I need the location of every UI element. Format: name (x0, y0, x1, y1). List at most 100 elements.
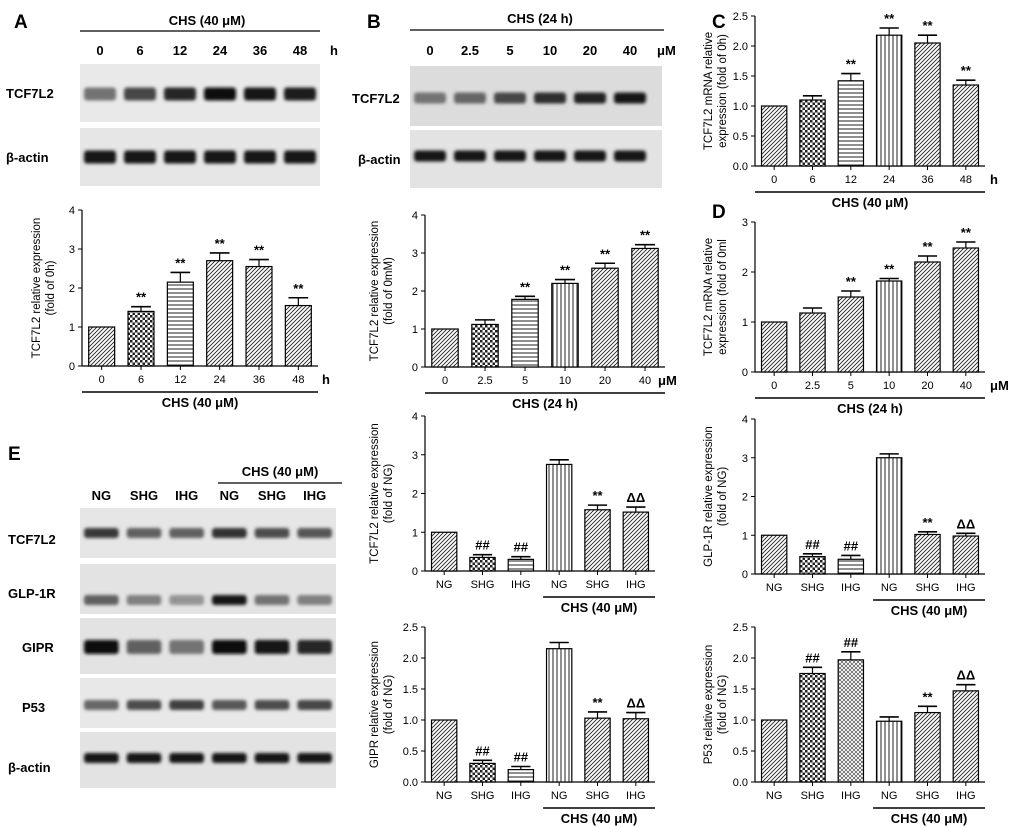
chart-e-glp1r: 0 1 2 3 4 GLP-1R relative expression (fold of … (703, 414, 985, 618)
bar (914, 261, 941, 373)
blot-b-actin-band (614, 150, 646, 162)
y-tick-label: 2.5 (733, 622, 748, 634)
x-tick-label: 24 (883, 174, 895, 186)
x-tick-label: 24 (214, 374, 226, 386)
y-tick-label: 4 (412, 210, 418, 222)
blot-e-1-band (126, 595, 162, 605)
group-label: CHS (40 μM) (162, 395, 239, 410)
chart-c: 0.0 0.5 1.0 1.5 2.0 2.5 TCF7L2 mRNA relative ex… (703, 11, 998, 210)
y-tick-label: 1.5 (733, 71, 748, 83)
blot-a-actin-membrane (80, 128, 320, 186)
chart-e-tcf7l2: 0 1 2 3 4 TCF7L2 relative expression (fold of … (369, 411, 655, 615)
bar (952, 247, 980, 373)
y-axis-label-line2: (fold of NG) (383, 675, 395, 735)
y-tick-label: 0.5 (733, 131, 748, 143)
y-tick-label: 3 (742, 217, 748, 229)
blot-e-1-band (84, 595, 119, 605)
significance-label: ** (592, 488, 603, 503)
y-tick-label: 2.0 (733, 41, 748, 53)
bar (591, 267, 619, 368)
blot-panel-b: CHS (24 h) 0 2.5 5 10 20 40 μM TCF7L2 β-actin (352, 11, 676, 188)
bar (88, 326, 116, 367)
x-tick-label: NG (881, 582, 898, 594)
significance-label: ** (846, 57, 857, 72)
y-tick-label: 0 (69, 361, 75, 373)
blot-e-actin-membrane (80, 732, 336, 788)
y-tick-label: 3 (412, 248, 418, 260)
significance-label: ** (592, 695, 603, 710)
group-label: CHS (24 h) (837, 401, 903, 416)
bar (799, 99, 826, 167)
x-tick-label: 10 (883, 380, 895, 392)
bar (245, 265, 273, 367)
x-unit-label: h (990, 172, 998, 187)
panel-letter-e: E (8, 444, 21, 465)
bar (760, 321, 788, 373)
significance-label: ** (922, 689, 933, 704)
blot-e-glp1r-membrane (80, 564, 336, 614)
blot-e-2-band (212, 640, 247, 654)
blot-e-4-band (84, 753, 119, 763)
blot-e-2-band (169, 640, 204, 654)
panel-letter-d: D (712, 202, 726, 223)
y-tick-label: 0 (742, 569, 748, 581)
blot-a-actin-band (204, 150, 236, 164)
y-axis-label-line2: (fold of 0h) (45, 260, 57, 315)
bar (622, 511, 650, 572)
blot-e-3-band (169, 700, 204, 710)
significance-label: ΔΔ (956, 516, 975, 531)
blot-a-actin-band (124, 150, 156, 164)
blot-b-tcf7l2-band (454, 92, 486, 104)
x-tick-label: SHG (471, 790, 495, 802)
y-tick-label: 3 (412, 450, 418, 462)
y-tick-label: 0.0 (733, 777, 748, 789)
blot-e-4-band (254, 753, 290, 763)
bar (471, 323, 499, 368)
group-label: CHS (40 μM) (561, 811, 638, 826)
bar (206, 260, 234, 367)
panel-letter-b: B (367, 12, 381, 33)
x-tick-label: 20 (921, 380, 933, 392)
blot-e-3-band (126, 700, 162, 710)
y-tick-label: 3 (69, 244, 75, 256)
blot-e-4-band (212, 753, 247, 763)
x-tick-label: NG (551, 790, 568, 802)
blot-b-lane-label: 20 (583, 43, 597, 58)
y-axis-label: TCF7L2 mRNA relative (703, 238, 715, 356)
bar (430, 531, 458, 572)
y-tick-label: 0 (412, 362, 418, 374)
bar (952, 535, 980, 575)
blot-a-lane-label: 36 (253, 43, 267, 58)
y-axis-label: TCF7L2 relative expression (369, 423, 381, 564)
x-tick-label: 48 (292, 374, 304, 386)
y-tick-label: 1 (742, 530, 748, 542)
y-tick-label: 3 (742, 453, 748, 465)
y-tick-label: 0.5 (733, 746, 748, 758)
significance-label: ## (805, 650, 820, 665)
blot-a-lane-label: 12 (173, 43, 187, 58)
blot-b-label-actin: β-actin (358, 152, 401, 167)
y-axis-label: TCF7L2 relative expression (31, 218, 43, 359)
x-tick-label: IHG (626, 790, 646, 802)
significance-label: ** (175, 255, 186, 270)
blot-e-lane-label: IHG (175, 488, 198, 503)
blot-b-lane-label: 40 (623, 43, 637, 58)
blot-e-4-band (169, 753, 204, 763)
significance-label: ## (475, 743, 490, 758)
x-tick-label: 12 (845, 174, 857, 186)
significance-label: ** (922, 239, 933, 254)
x-tick-label: SHG (586, 790, 610, 802)
x-tick-label: 40 (960, 380, 972, 392)
bar (952, 690, 980, 783)
blot-a-tcf7l2-band (204, 87, 236, 101)
y-tick-label: 1 (412, 527, 418, 539)
bar (875, 720, 903, 783)
blot-a-lane-label: 6 (136, 43, 143, 58)
bar (875, 280, 903, 373)
significance-label: ** (293, 281, 304, 296)
y-tick-label: 1.0 (733, 715, 748, 727)
blot-panel-a: CHS (40 μM) 0 6 12 24 36 48 h TCF7L2 β-actin (6, 13, 338, 186)
blot-b-tcf7l2-band (534, 92, 566, 104)
x-tick-label: IHG (626, 579, 646, 591)
